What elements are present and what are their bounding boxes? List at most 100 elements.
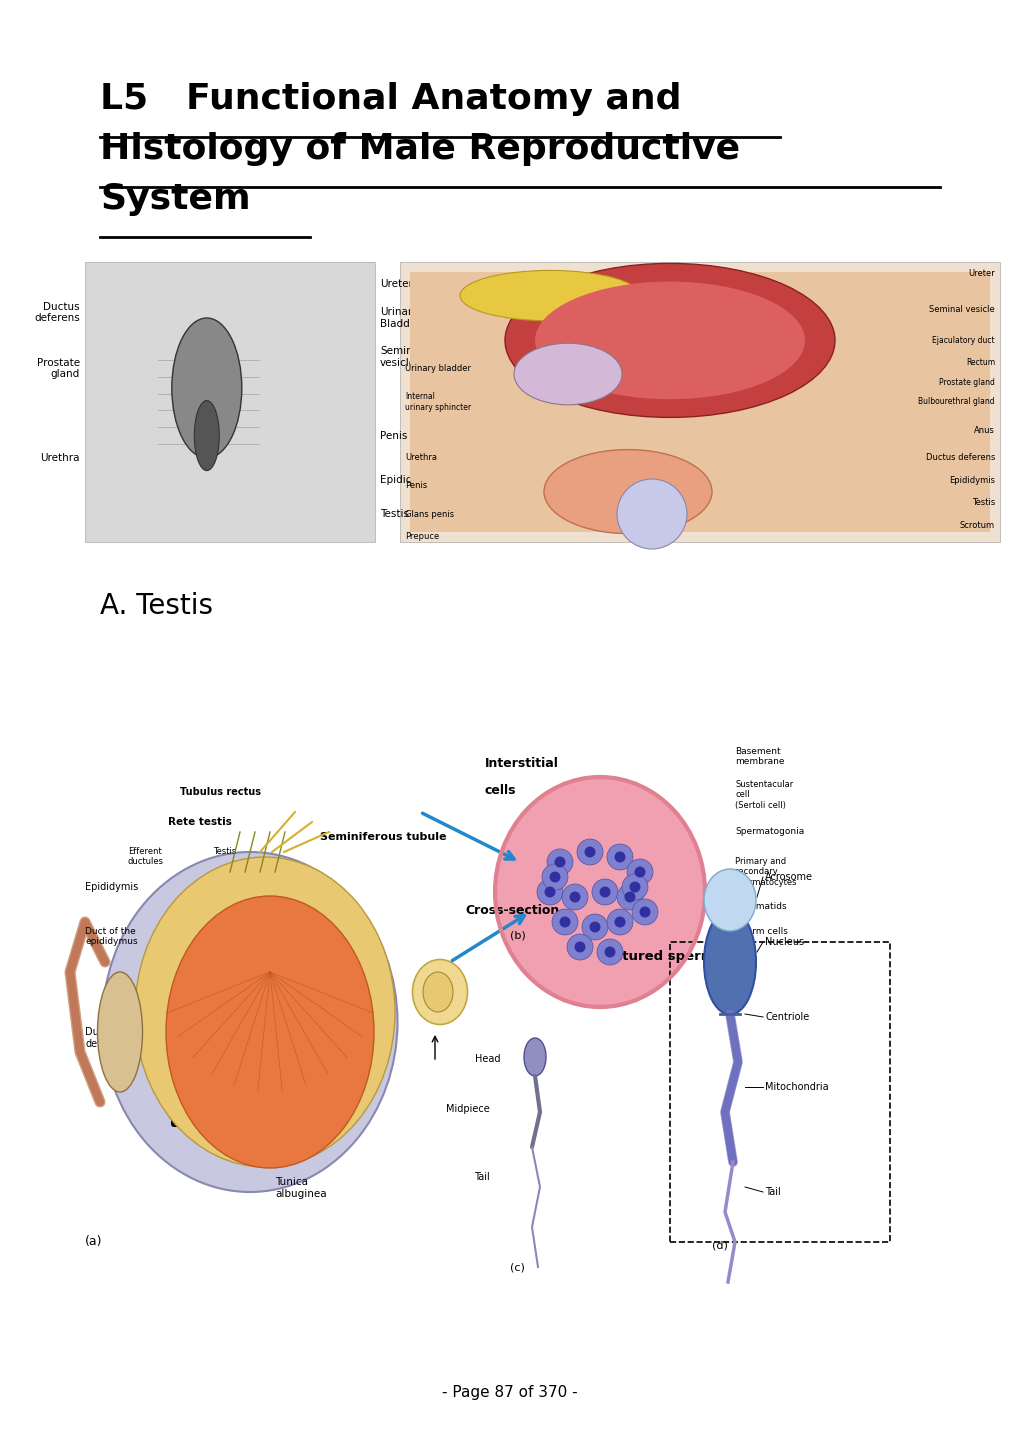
Text: Scrotum: Scrotum [959,521,994,529]
Circle shape [559,917,570,927]
Ellipse shape [98,972,143,1092]
Bar [399,262,999,542]
Text: Septa: Septa [275,968,301,976]
Text: Penis: Penis [380,431,407,441]
Text: Mitochondria: Mitochondria [764,1082,827,1092]
Text: Testis: Testis [213,846,236,857]
Circle shape [569,891,580,903]
Text: Ureter: Ureter [380,280,413,290]
Text: lobule: lobule [209,1007,261,1022]
Text: Tail: Tail [764,1187,780,1197]
Text: Midpiece: Midpiece [446,1105,489,1115]
Text: Seminal vesicle: Seminal vesicle [928,306,994,314]
Ellipse shape [543,450,711,534]
Text: Epididymis: Epididymis [380,476,437,486]
Text: Bulbourethral gland: Bulbourethral gland [917,398,994,407]
Text: Penis: Penis [405,482,427,490]
Ellipse shape [535,281,804,399]
Ellipse shape [102,852,397,1193]
Text: Sperm cells: Sperm cells [735,927,787,936]
Circle shape [577,839,602,865]
Circle shape [616,884,642,910]
Text: Epididymis: Epididymis [85,883,139,893]
Text: cells: cells [484,784,516,797]
Text: Glans penis: Glans penis [405,509,453,519]
Text: - Page 87 of 370 -: - Page 87 of 370 - [442,1384,577,1400]
Text: Acrosome: Acrosome [764,872,812,883]
Circle shape [632,898,657,924]
Text: Ductus
deferens: Ductus deferens [35,301,79,323]
Text: Sustentacular
cell
(Sertoli cell): Sustentacular cell (Sertoli cell) [735,780,793,810]
Circle shape [567,934,592,960]
Circle shape [591,880,618,906]
Circle shape [606,844,633,870]
Text: Prepuce: Prepuce [405,532,439,541]
Text: Ureter: Ureter [967,268,994,278]
Text: Prostate gland: Prostate gland [938,378,994,386]
Text: Histology of Male Reproductive: Histology of Male Reproductive [100,133,752,166]
Circle shape [624,891,635,903]
Circle shape [613,851,625,862]
Text: Lobules
with coiled
seminiferous
tubules: Lobules with coiled seminiferous tubules [250,1082,304,1122]
Text: Matured sperm: Matured sperm [599,950,713,963]
Text: Interstitial: Interstitial [484,757,558,770]
Text: (d): (d) [711,1240,728,1250]
Text: Head: Head [474,1054,499,1064]
Ellipse shape [171,319,242,459]
Text: Prostate
gland: Prostate gland [37,358,79,379]
Text: Internal
urinary sphincter: Internal urinary sphincter [405,392,471,412]
Text: Efferent
ductules: Efferent ductules [127,846,163,867]
Text: Urethra: Urethra [41,453,79,463]
Circle shape [551,908,578,934]
Text: Tubulus rectus: Tubulus rectus [179,787,260,797]
Text: Rectum: Rectum [965,358,994,368]
Circle shape [599,887,610,897]
Ellipse shape [504,264,835,417]
Text: Primary and
secondary
spermatocytes: Primary and secondary spermatocytes [735,857,797,887]
Text: L5   Functional Anatomy and: L5 Functional Anatomy and [100,82,681,115]
Ellipse shape [524,1038,545,1076]
Circle shape [604,946,614,957]
Circle shape [616,479,687,549]
Text: Tunica
albuginea: Tunica albuginea [275,1177,326,1198]
Circle shape [639,907,650,917]
Ellipse shape [423,972,452,1012]
Ellipse shape [703,910,755,1015]
Circle shape [634,867,645,878]
Circle shape [561,884,587,910]
Text: Urinary
Bladder: Urinary Bladder [380,307,420,329]
Text: A. Testis: A. Testis [100,593,213,620]
Ellipse shape [412,959,467,1024]
Text: Testis: Testis [380,509,409,519]
Text: Urinary bladder: Urinary bladder [405,363,471,373]
Circle shape [574,942,585,953]
Text: (b): (b) [510,930,525,940]
Circle shape [582,914,607,940]
Text: Ductus deferens: Ductus deferens [924,453,994,463]
Text: Tail: Tail [474,1172,489,1182]
Circle shape [544,887,555,897]
Circle shape [596,939,623,965]
Text: Spermatogonia: Spermatogonia [735,828,803,836]
Text: Centriole: Centriole [764,1012,808,1022]
Circle shape [536,880,562,906]
Text: Rete testis: Rete testis [168,818,231,828]
Circle shape [554,857,565,868]
Text: Ejaculatory duct: Ejaculatory duct [931,336,994,345]
Circle shape [606,908,633,934]
Circle shape [546,849,573,875]
Ellipse shape [194,401,219,470]
Text: (a): (a) [85,1236,102,1249]
Text: Ductus
deferens: Ductus deferens [85,1027,127,1048]
Text: Nucleus: Nucleus [764,937,803,947]
Text: Epididymis: Epididymis [948,476,994,485]
Ellipse shape [460,271,639,320]
Ellipse shape [703,870,755,932]
Ellipse shape [494,777,704,1007]
Circle shape [622,874,647,900]
Text: Urethra: Urethra [405,453,436,463]
Ellipse shape [514,343,622,405]
Ellipse shape [166,895,374,1168]
Circle shape [613,917,625,927]
Text: Anus: Anus [973,425,994,434]
